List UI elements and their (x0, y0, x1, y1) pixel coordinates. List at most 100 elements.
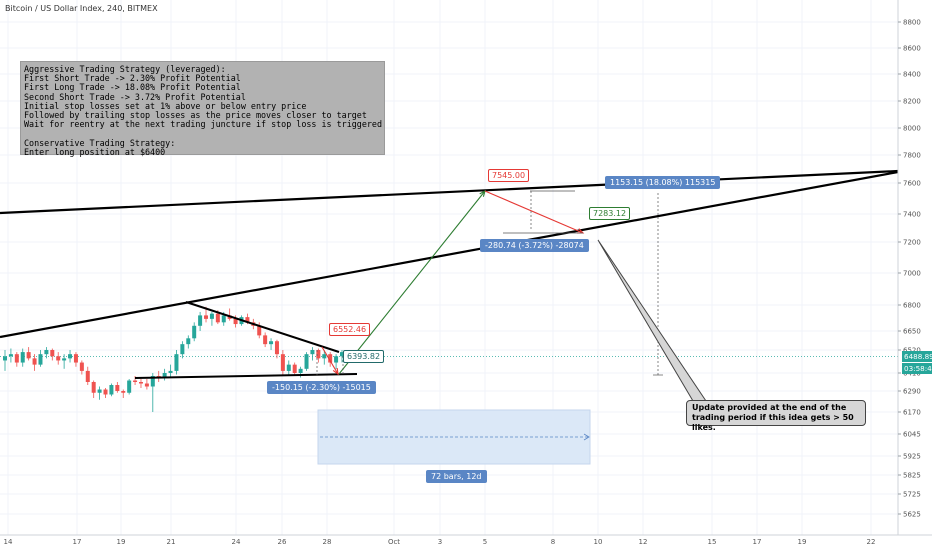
price-axis: 5625572558255925604561706290641065206650… (897, 0, 932, 550)
candle-body (85, 370, 90, 382)
x-tick-label: Oct (388, 538, 400, 546)
range-measure-label[interactable]: 72 bars, 12d (426, 470, 487, 483)
candle-body (56, 356, 61, 361)
x-tick-label: 24 (232, 538, 241, 546)
candle-body (209, 313, 214, 319)
long-measure-label[interactable]: 1153.15 (18.08%) 115315 (605, 176, 721, 189)
candle-body (274, 341, 279, 355)
y-tick-label: 5725 (903, 491, 921, 499)
support-line (134, 373, 358, 379)
x-tick-label: 19 (798, 538, 807, 546)
y-tick-label: 6290 (903, 388, 921, 396)
strategy-note[interactable]: Aggressive Trading Strategy (leveraged):… (20, 61, 385, 156)
candle-body (340, 352, 344, 357)
candle-body (32, 358, 37, 365)
time-axis: 14 17 19 21 24 26 28 Oct 3 5 8 10 12 15 17 19 22 (0, 534, 932, 546)
short-entry-label[interactable]: 6552.46 (329, 323, 371, 336)
candle-body (257, 325, 262, 336)
candle-body (127, 380, 132, 393)
date-range-box (317, 409, 591, 465)
candle-body (79, 362, 84, 371)
current-price-tag: 6488.89 (902, 351, 932, 362)
update-callout[interactable]: Update provided at the end of the tradin… (686, 400, 866, 432)
y-tick-label: 8200 (903, 98, 921, 106)
candle-body (162, 373, 167, 378)
candle-body (38, 354, 43, 365)
y-tick-label: 5625 (903, 511, 921, 519)
first-short-measure-label[interactable]: -150.15 (-2.30%) -15015 (267, 381, 376, 394)
candle-body (103, 389, 108, 395)
second-short-arrow (484, 190, 584, 234)
x-tick-label: 21 (167, 538, 176, 546)
x-tick-label: 28 (323, 538, 332, 546)
candle-body (97, 389, 102, 393)
candle-body (298, 368, 303, 373)
long-entry-label[interactable]: 6393.82 (343, 350, 385, 363)
y-tick-label: 7800 (903, 152, 921, 160)
y-tick-label: 8400 (903, 71, 921, 79)
y-tick-label: 5925 (903, 453, 921, 461)
candle-body (180, 344, 185, 355)
y-tick-label: 5825 (903, 472, 921, 480)
x-tick-label: 3 (438, 538, 442, 546)
candle-body (91, 382, 96, 393)
candle-body (263, 335, 268, 345)
lower-trendline (0, 170, 899, 339)
y-tick-label: 8600 (903, 45, 921, 53)
candle-body (133, 380, 138, 382)
candle-body (322, 354, 327, 359)
candle-body (245, 317, 250, 323)
first-long-arrow (338, 190, 486, 375)
candle-body (8, 354, 13, 357)
candle-body (198, 315, 203, 326)
candle-body (280, 354, 285, 371)
upper-trendline (0, 169, 899, 215)
y-tick-label: 8000 (903, 125, 921, 133)
target-high-label[interactable]: 7545.00 (488, 169, 530, 182)
candle-body (215, 313, 220, 323)
candle-body (328, 354, 333, 363)
y-tick-label: 7400 (903, 211, 921, 219)
gridlines (0, 0, 898, 535)
x-tick-label: 15 (708, 538, 717, 546)
y-tick-label: 7200 (903, 239, 921, 247)
x-tick-label: 14 (4, 538, 13, 546)
candle-body (68, 354, 73, 359)
target-mid-label[interactable]: 7283.12 (589, 207, 631, 220)
candle-body (168, 370, 173, 373)
x-tick-label: 22 (867, 538, 876, 546)
candle-body (204, 315, 209, 319)
callout-pointer (597, 239, 707, 402)
candle-body (316, 350, 321, 359)
candle-body (44, 350, 49, 355)
x-tick-label: 10 (594, 538, 603, 546)
range-rect (317, 409, 591, 465)
x-tick-label: 26 (278, 538, 287, 546)
candle-body (221, 315, 226, 323)
second-short-measure-label[interactable]: -280.74 (-3.72%) -28074 (480, 239, 589, 252)
candlestick-series (3, 306, 344, 412)
x-tick-label: 17 (753, 538, 762, 546)
candle-body (269, 341, 274, 345)
countdown-tag: 03:58:43 (902, 363, 932, 374)
y-tick-label: 7000 (903, 270, 921, 278)
x-tick-label: 5 (483, 538, 487, 546)
candle-body (334, 356, 339, 363)
y-tick-label: 7600 (903, 180, 921, 188)
candle-body (50, 350, 55, 357)
candle-body (26, 352, 31, 359)
candle-body (192, 325, 197, 339)
candle-body (62, 358, 67, 361)
candle-body (3, 356, 7, 361)
candle-body (144, 383, 149, 387)
y-tick-label: 6650 (903, 328, 921, 336)
candle-body (310, 350, 315, 355)
candle-body (150, 376, 155, 387)
x-tick-label: 8 (551, 538, 555, 546)
first-short-arrow (321, 346, 339, 375)
first-short-arrow-head (332, 367, 339, 376)
candle-body (115, 385, 120, 391)
candle-body (304, 354, 309, 369)
candle-body (286, 364, 291, 371)
range-arrow-head (583, 433, 590, 441)
